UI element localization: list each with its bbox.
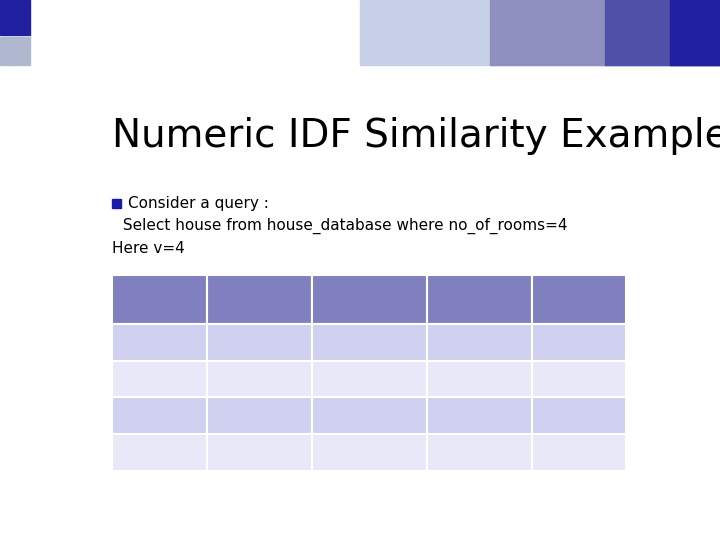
Text: Output Attr: Output Attr: [537, 292, 621, 307]
Text: B1: B1: [537, 372, 557, 387]
Bar: [207, 275, 312, 324]
Text: B3: B3: [537, 408, 557, 423]
Bar: [112, 275, 207, 324]
Text: Attribute b1: Attribute b1: [117, 292, 206, 307]
Bar: [427, 324, 532, 361]
Bar: [670, 0, 720, 65]
Bar: [532, 361, 626, 397]
Bar: [427, 397, 532, 434]
Bar: [112, 361, 207, 397]
Text: 5: 5: [212, 335, 222, 350]
Text: Select house from house_database where no_of_rooms=4: Select house from house_database where n…: [118, 218, 567, 234]
Bar: [532, 324, 626, 361]
Bar: [490, 0, 720, 65]
Bar: [112, 434, 207, 470]
Bar: [427, 361, 532, 397]
Bar: [207, 361, 312, 397]
Text: 1: 1: [317, 445, 326, 460]
Text: 4: 4: [212, 445, 222, 460]
Bar: [532, 434, 626, 470]
Bar: [312, 397, 427, 434]
Text: Sim= 1/Diff: Sim= 1/Diff: [432, 292, 516, 307]
Text: Diff ( |u-v|+1): Diff ( |u-v|+1): [317, 292, 418, 307]
Text: 9: 9: [212, 408, 222, 423]
Bar: [312, 361, 427, 397]
Bar: [312, 275, 427, 324]
Text: Numeric IDF Similarity Example: Numeric IDF Similarity Example: [112, 117, 720, 155]
Bar: [207, 324, 312, 361]
Text: 2: 2: [317, 335, 326, 350]
Bar: [207, 434, 312, 470]
Text: 0.166667: 0.166667: [432, 372, 505, 387]
Bar: [532, 397, 626, 434]
Text: B2: B2: [537, 445, 557, 460]
Text: B4: B4: [537, 335, 557, 350]
Bar: [207, 397, 312, 434]
Text: 0.25: 0.25: [432, 408, 466, 423]
Text: Consider a query :: Consider a query :: [128, 196, 269, 211]
Bar: [0, 37, 30, 65]
Text: B4: B4: [117, 445, 138, 460]
Text: 1: 1: [432, 445, 442, 460]
Text: Here v=4: Here v=4: [112, 241, 185, 256]
Bar: [0, 0, 30, 35]
Bar: [360, 0, 720, 65]
Bar: [112, 397, 207, 434]
Bar: [112, 199, 121, 208]
Bar: [312, 434, 427, 470]
Bar: [112, 324, 207, 361]
Text: 0.5: 0.5: [432, 335, 456, 350]
Bar: [605, 0, 720, 65]
Text: 11: 11: [212, 372, 231, 387]
Text: B3: B3: [117, 408, 138, 423]
Text: 4: 4: [317, 408, 326, 423]
Text: No of
Rooms(u): No of Rooms(u): [212, 284, 282, 316]
Text: 6: 6: [317, 372, 327, 387]
Bar: [312, 324, 427, 361]
Text: B2: B2: [117, 372, 138, 387]
Bar: [427, 434, 532, 470]
Bar: [532, 275, 626, 324]
Bar: [427, 275, 532, 324]
Text: B1: B1: [117, 335, 138, 350]
